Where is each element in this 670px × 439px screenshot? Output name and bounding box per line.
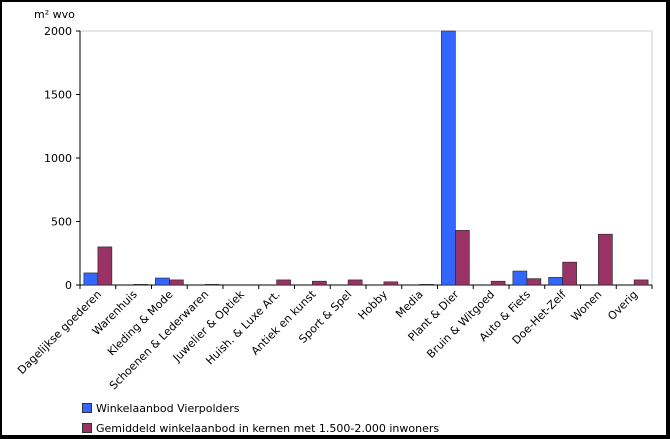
bar-gemiddeld — [169, 279, 184, 286]
x-tick-label: Wonen — [569, 288, 605, 324]
bar-gemiddeld — [598, 233, 613, 286]
legend-swatch-gemiddeld — [82, 423, 92, 433]
bar-vierpolders — [83, 272, 99, 286]
legend-label-vierpolders: Winkelaanbod Vierpolders — [96, 401, 240, 415]
bar-gemiddeld — [490, 280, 506, 286]
legend-item-gemiddeld: Gemiddeld winkelaanbod in kernen met 1.5… — [82, 418, 439, 438]
y-axis-label: m² wvo — [34, 8, 75, 21]
legend: Winkelaanbod Vierpolders Gemiddeld winke… — [82, 398, 439, 438]
chart-frame: m² wvo 0 500 1000 1500 2000 Dagelijkse goeder… — [2, 2, 666, 435]
y-tick-label: 1500 — [44, 89, 72, 102]
legend-item-vierpolders: Winkelaanbod Vierpolders — [82, 398, 439, 418]
bar-vierpolders — [441, 30, 456, 286]
x-tick-label: Kleding & Mode — [105, 288, 176, 359]
bar-gemiddeld — [455, 230, 470, 286]
bar-gemiddeld — [276, 279, 291, 286]
bar-gemiddeld — [347, 279, 363, 286]
bar-gemiddeld — [383, 281, 399, 286]
bar-vierpolders — [512, 270, 528, 286]
x-tick-label: Hobby — [356, 288, 391, 323]
plot-area — [79, 30, 653, 286]
legend-label-gemiddeld: Gemiddeld winkelaanbod in kernen met 1.5… — [96, 421, 440, 435]
legend-swatch-vierpolders — [82, 403, 92, 413]
bar-gemiddeld — [526, 278, 542, 286]
y-tick-label: 2000 — [44, 25, 72, 38]
x-tick-label: Dagelijkse goederen — [15, 288, 104, 377]
y-tick-label: 1000 — [44, 152, 72, 165]
x-tick-label: Antiek en kunst — [249, 287, 319, 357]
bar-vierpolders — [155, 277, 170, 286]
bar-gemiddeld — [562, 261, 577, 286]
x-tick-label: Media — [393, 288, 426, 321]
y-tick-label: 0 — [65, 279, 72, 292]
bar-gemiddeld — [97, 246, 113, 286]
bar-gemiddeld — [312, 280, 327, 286]
bar-vierpolders — [548, 277, 563, 286]
bar-gemiddeld — [419, 284, 434, 286]
bar-gemiddeld — [633, 279, 649, 286]
bar-gemiddeld — [133, 284, 148, 286]
y-tick-label: 500 — [51, 216, 72, 229]
x-tick-label: Overig — [605, 288, 640, 323]
bar-gemiddeld — [204, 284, 220, 286]
